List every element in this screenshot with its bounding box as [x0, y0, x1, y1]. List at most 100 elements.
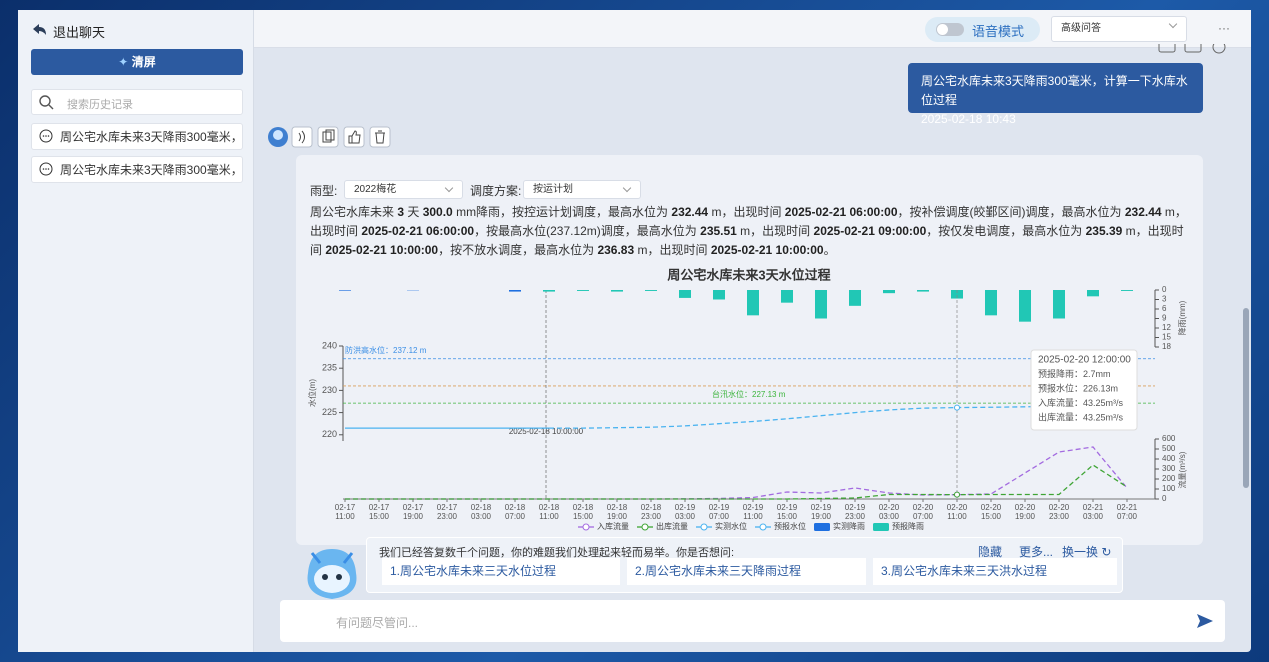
plan-value: 按运计划: [533, 184, 573, 195]
x-tick-time: 03:00: [471, 512, 492, 521]
x-tick-date: 02-20: [981, 503, 1002, 512]
legend-item: 入库流量: [578, 521, 629, 531]
x-tick-time: 07:00: [1117, 512, 1138, 521]
x-tick-time: 19:00: [1015, 512, 1036, 521]
suggestion-item[interactable]: 1.周公宅水库未来三天水位过程: [382, 558, 620, 585]
scrollbar[interactable]: [1243, 308, 1249, 488]
legend-dot: [582, 523, 590, 531]
toggle-switch[interactable]: [936, 23, 964, 36]
answer-segment: ，按不放水调度，最高水位为: [438, 243, 598, 257]
x-tick-date: 02-18: [641, 503, 662, 512]
x-tick-date: 02-17: [437, 503, 458, 512]
x-tick-time: 23:00: [845, 512, 866, 521]
rain-type-select[interactable]: 2022梅花: [344, 180, 463, 199]
rain-bar: [679, 290, 691, 298]
flow-axis-label: 流量(m³/s): [1177, 451, 1187, 488]
x-tick-time: 11:00: [743, 512, 763, 521]
x-tick-time: 03:00: [1083, 512, 1104, 521]
hide-button[interactable]: 隐藏: [978, 545, 1003, 559]
rain-bar: [339, 290, 351, 291]
history-item[interactable]: 周公宅水库未来3天降雨300毫米，...: [31, 156, 243, 183]
chart: 周公宅水库未来3天水位过程220225230235240036912151801…: [307, 267, 1187, 531]
y-tick-label: 225: [322, 407, 337, 417]
rain-bar: [543, 290, 555, 292]
more-menu[interactable]: ···: [1218, 21, 1230, 35]
suggestion-item[interactable]: 3.周公宅水库未来三天洪水过程: [873, 558, 1117, 585]
rain-type-value: 2022梅花: [354, 184, 397, 195]
send-button[interactable]: [1196, 612, 1214, 630]
search-placeholder: 搜索历史记录: [67, 99, 133, 111]
legend-swatch: [814, 523, 830, 531]
answer-segment: m，出现时间: [634, 243, 711, 257]
x-tick-date: 02-19: [675, 503, 696, 512]
more-button[interactable]: 更多...: [1019, 545, 1054, 559]
rain-bar: [849, 290, 861, 306]
x-tick-date: 02-17: [369, 503, 390, 512]
answer-highlight: 235.51: [700, 224, 737, 238]
rain-bar: [645, 290, 657, 291]
flow-tick-label: 400: [1162, 454, 1176, 463]
legend-label: 预报降雨: [892, 521, 924, 531]
history-item[interactable]: 周公宅水库未来3天降雨300毫米，...: [31, 123, 243, 150]
speak-button[interactable]: [291, 126, 313, 148]
delete-button[interactable]: [369, 126, 391, 148]
plan-select[interactable]: 按运计划: [523, 180, 641, 199]
legend-item: 实测降雨: [814, 521, 865, 531]
answer-segment: m，出现时间: [310, 205, 1187, 238]
y-tick-label: 235: [322, 363, 337, 373]
x-tick-time: 03:00: [879, 512, 900, 521]
back-button[interactable]: 退出聊天: [53, 25, 106, 40]
flow-tick-label: 100: [1162, 484, 1176, 493]
legend-item: 预报水位: [755, 521, 806, 531]
mascot: [307, 549, 357, 599]
x-tick-date: 02-19: [845, 503, 866, 512]
rain-bar: [577, 290, 589, 291]
now-label: 2025-02-18 10:00:00: [509, 427, 584, 436]
mode-select[interactable]: 高级问答: [1051, 16, 1187, 42]
suggestion-item[interactable]: 2.周公宅水库未来三天降雨过程: [627, 558, 866, 585]
x-tick-date: 02-20: [1049, 503, 1070, 512]
rain-bar: [747, 290, 759, 316]
x-tick-time: 11:00: [947, 512, 967, 521]
suggestion-text: 2.周公宅水库未来三天降雨过程: [635, 564, 802, 578]
refresh-label: 换一换: [1062, 545, 1099, 559]
chat-icon: [39, 129, 53, 143]
rain-bar: [781, 290, 793, 303]
legend-item: 出库流量: [637, 521, 688, 531]
rain-bar: [1019, 290, 1031, 322]
tooltip-line: 预报降雨：2.7mm: [1038, 368, 1111, 379]
answer-segment: 。: [823, 243, 836, 257]
series-line: [345, 464, 1128, 500]
clear-label: 清屏: [131, 55, 156, 69]
x-tick-time: 07:00: [505, 512, 526, 521]
rain-bar: [713, 290, 725, 300]
clear-button[interactable]: ✦ 清屏: [31, 49, 243, 75]
search-box[interactable]: [31, 89, 243, 115]
x-tick-time: 19:00: [403, 512, 424, 521]
x-tick-date: 02-21: [1083, 503, 1104, 512]
hover-dot: [954, 404, 960, 411]
rain-bar: [951, 290, 963, 299]
reference-label: 防洪高水位：237.12 m: [345, 345, 427, 355]
legend-dot: [641, 523, 649, 531]
x-tick-date: 02-17: [335, 503, 356, 512]
answer-segment: ，按仅发电调度，最高水位为: [926, 224, 1086, 238]
back-icon[interactable]: [31, 22, 47, 38]
x-tick-date: 02-20: [913, 503, 934, 512]
reference-label: 台汛水位：227.13 m: [712, 389, 786, 399]
rain-bar: [883, 290, 895, 294]
x-tick-time: 07:00: [913, 512, 934, 521]
legend-item: 预报降雨: [873, 521, 924, 531]
like-button[interactable]: [343, 126, 365, 148]
series-line: [345, 446, 1128, 500]
input-box[interactable]: [280, 600, 1225, 642]
plan-label: 调度方案:: [470, 184, 522, 198]
legend-label: 入库流量: [597, 521, 629, 531]
history-text: 周公宅水库未来3天降雨300毫米，...: [60, 130, 243, 144]
x-tick-time: 15:00: [981, 512, 1002, 521]
tooltip-line: 预报水位：226.13m: [1038, 382, 1118, 393]
x-tick-date: 02-20: [947, 503, 968, 512]
answer-highlight: 235.39: [1085, 224, 1123, 238]
refresh-button[interactable]: 换一换 ↻: [1062, 545, 1112, 559]
